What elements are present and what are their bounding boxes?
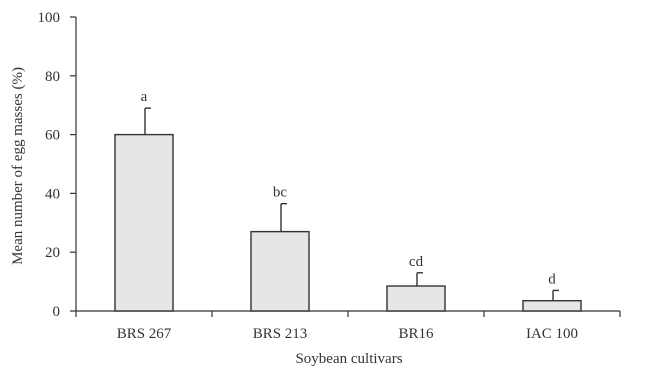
- x-tick-label: IAC 100: [526, 326, 578, 342]
- y-tick-label: 20: [45, 245, 60, 261]
- x-tick-label: BRS 267: [117, 326, 172, 342]
- y-tick-label: 40: [45, 186, 60, 202]
- y-tick-label: 100: [38, 10, 61, 26]
- bars: a bc cd d: [114, 89, 582, 312]
- x-tick-label: BR16: [398, 326, 434, 342]
- significance-label: bc: [273, 185, 288, 201]
- significance-label: a: [141, 89, 148, 105]
- x-tick-label: BRS 213: [253, 326, 308, 342]
- y-axis-ticks: 0 20 40 60 80 100: [38, 10, 76, 320]
- y-tick-label: 60: [45, 128, 60, 144]
- x-axis-ticks: BRS 267 BRS 213 BR16 IAC 100: [75, 311, 621, 342]
- y-axis-title: Mean number of egg masses (%): [10, 67, 26, 265]
- bar-brs-267: [114, 133, 174, 312]
- bar-iac-100: [522, 300, 582, 312]
- bar-br16: [386, 285, 446, 312]
- significance-label: d: [548, 271, 556, 287]
- y-tick-label: 80: [45, 69, 60, 85]
- significance-label: cd: [409, 254, 424, 270]
- bar-brs-213: [250, 230, 310, 312]
- y-tick-label: 0: [53, 304, 61, 320]
- x-axis-title: Soybean cultivars: [295, 351, 402, 367]
